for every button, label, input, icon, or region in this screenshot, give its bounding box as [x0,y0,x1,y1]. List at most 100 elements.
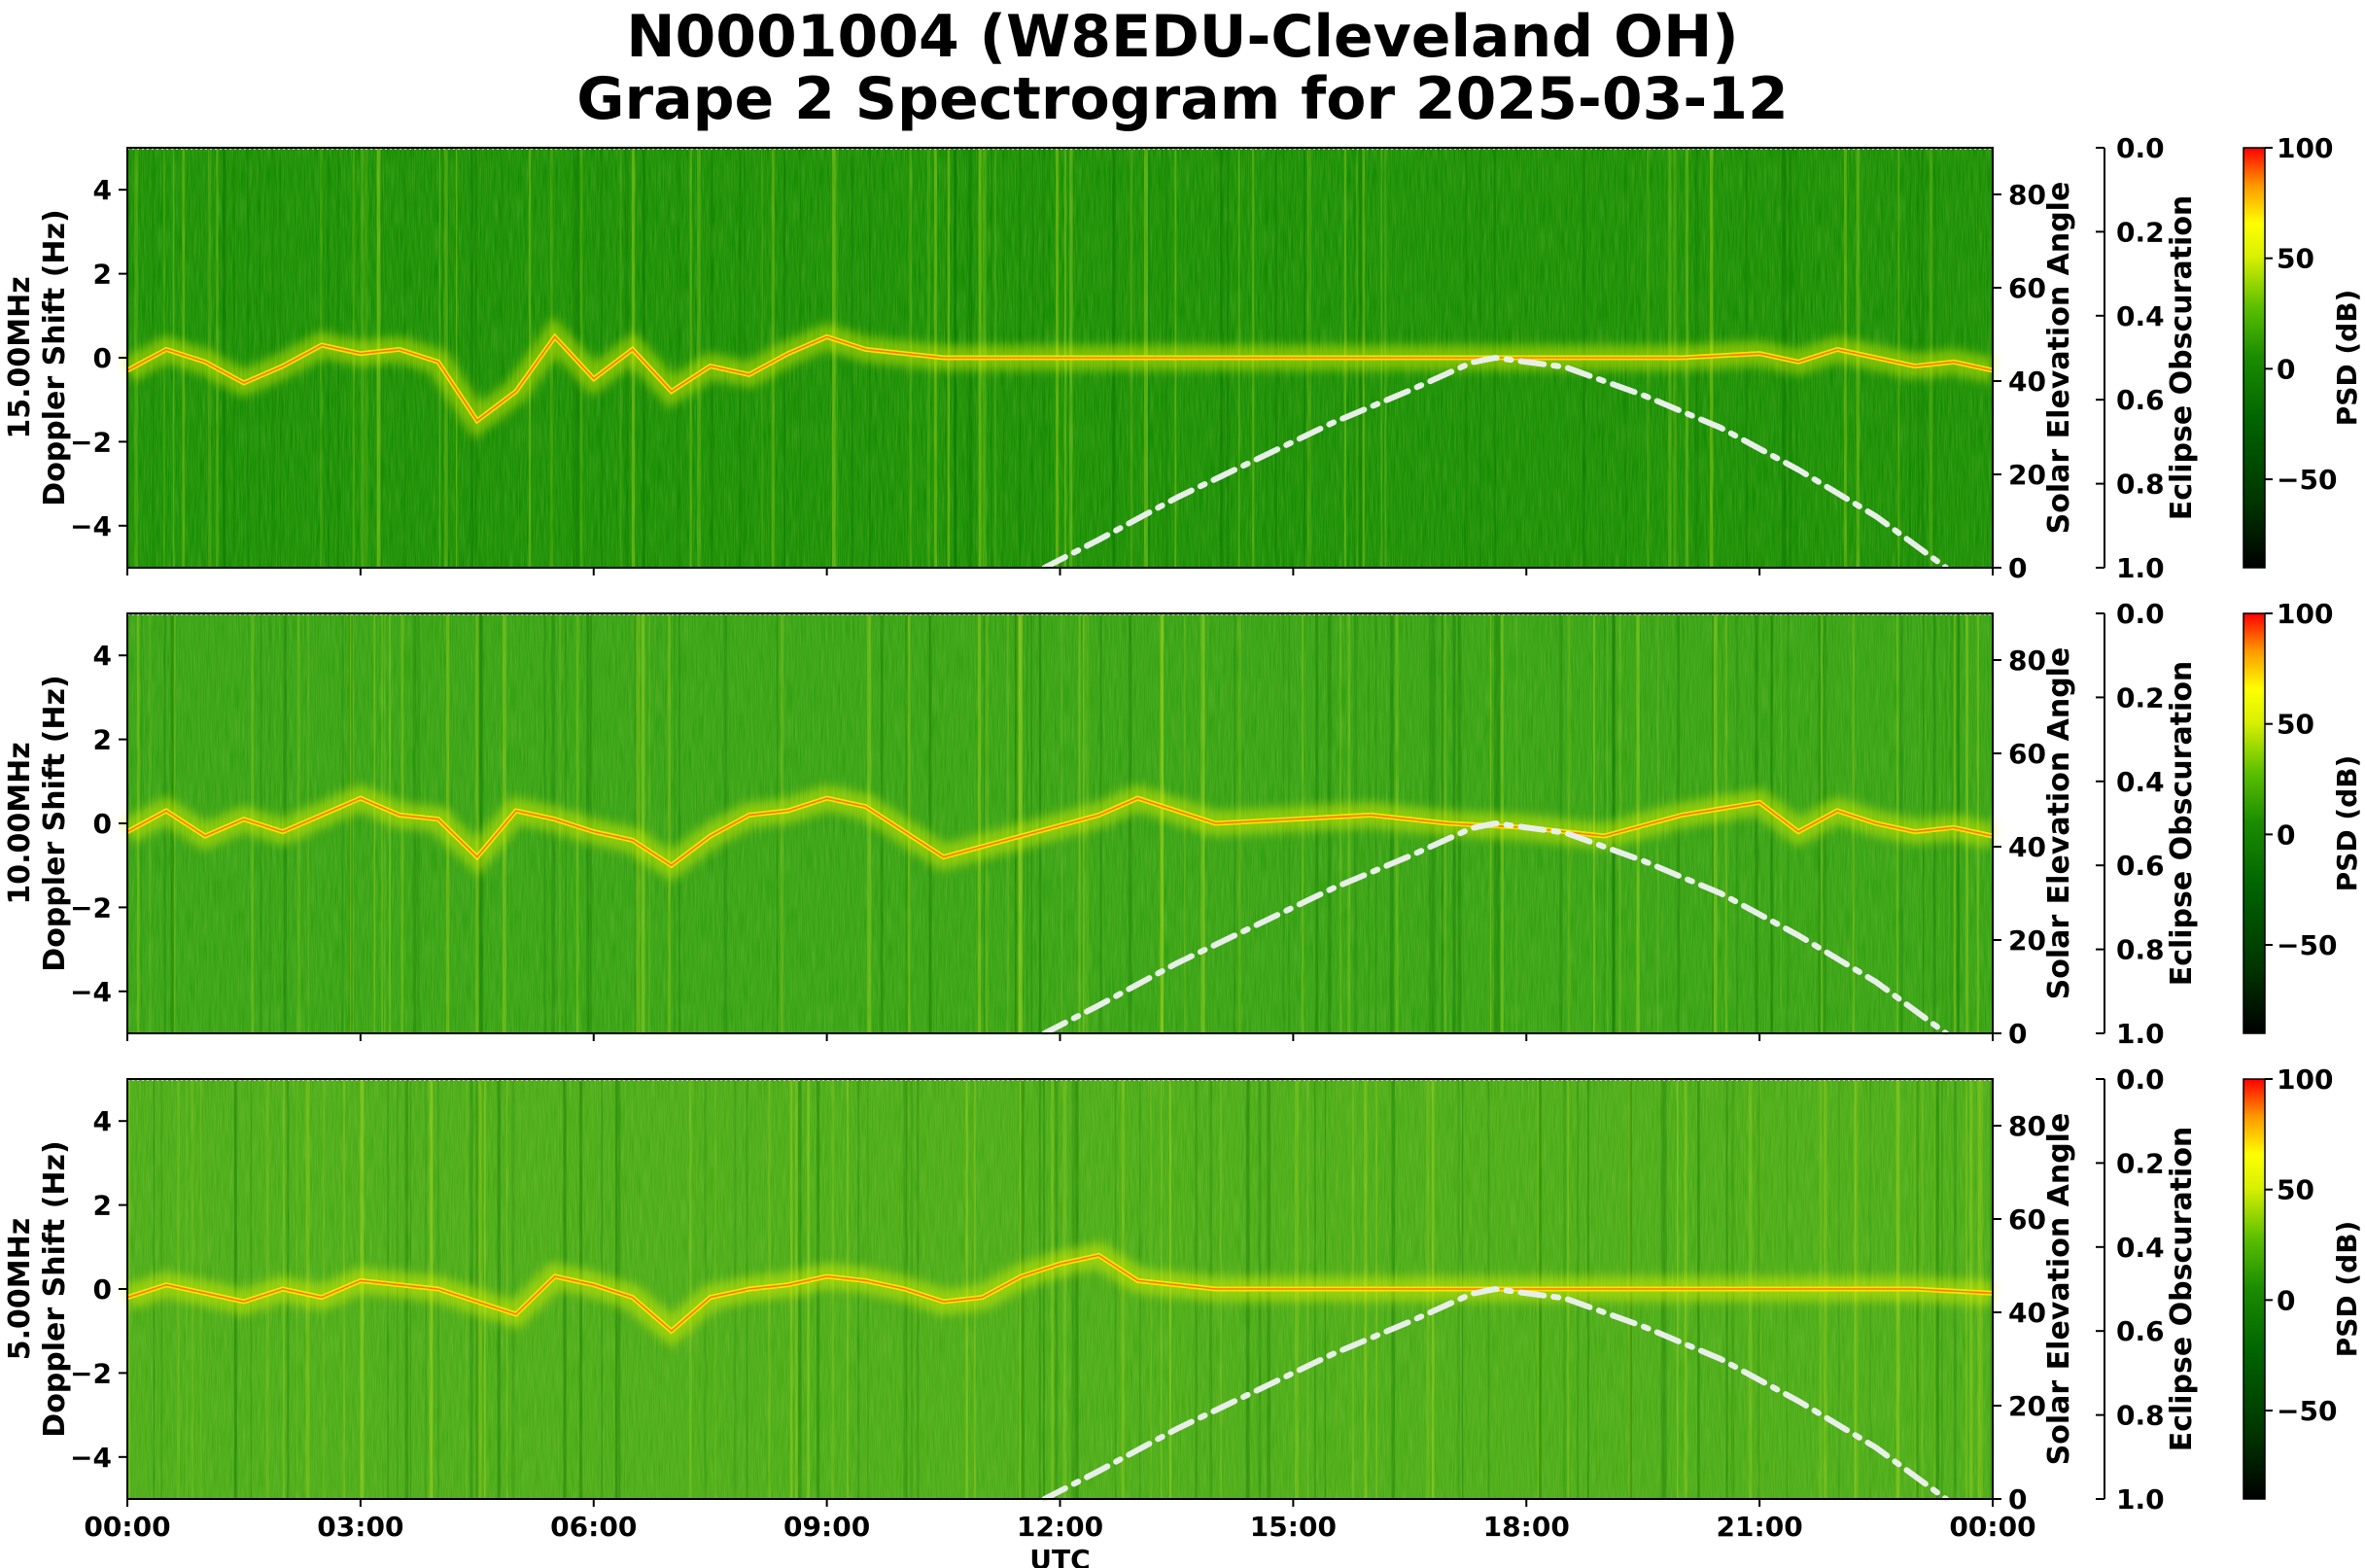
x-axis-label: UTC [1029,1544,1090,1568]
spectral-streak [636,613,638,1033]
colorbar-tick-label: 100 [2277,132,2333,164]
spectral-streak [1160,613,1165,1033]
panel-frequency-label: 10.00MHz [3,742,37,904]
spectral-streak [351,613,353,1033]
spectral-streak [1121,1079,1125,1499]
obscuration-tick-label: 1.0 [2116,1483,2165,1516]
y-axis-label: Doppler Shift (Hz) [38,1140,72,1437]
colorbar-tick-label: −50 [2277,464,2337,496]
obscuration-axis-label: Eclipse Obscuration [2165,195,2199,521]
obscuration-tick-label: 0.2 [2116,681,2165,714]
elevation-tick-label: 40 [2008,831,2046,863]
spectral-streak [456,148,458,568]
spectral-streak [478,613,483,1033]
spectral-streak [641,613,645,1033]
spectral-streak [1071,1079,1075,1499]
spectral-streak [832,148,836,568]
obscuration-axis-label: Eclipse Obscuration [2165,661,2199,987]
colorbar-tick-label: 50 [2277,1174,2314,1206]
y-tick-label: 4 [93,640,112,672]
y-tick-label: 0 [93,1273,112,1306]
spectral-streak [501,148,504,568]
spectral-streak [634,613,639,1033]
colorbar-tick-label: 50 [2277,243,2314,275]
spectral-streak [383,613,386,1033]
elevation-axis-label: Solar Elevation Angle [2042,1113,2076,1466]
spectral-streak [836,148,838,568]
colorbar-label: PSD (dB) [2331,1221,2363,1358]
spectral-streak [1055,1079,1059,1499]
colorbar-label: PSD (dB) [2331,290,2363,427]
spectral-streak [511,1079,515,1499]
spectral-streak [259,148,261,568]
spectral-streak [483,1079,486,1499]
obscuration-tick-label: 1.0 [2116,1018,2165,1050]
elevation-tick-label: 80 [2008,1110,2046,1142]
spectral-streak [350,613,354,1033]
obscuration-tick-label: 0.0 [2116,598,2165,630]
spectral-streak [1713,613,1718,1033]
y-tick-label: −2 [70,1357,112,1389]
obscuration-tick-label: 0.6 [2116,384,2165,416]
elevation-tick-label: 20 [2008,924,2046,957]
spectral-streak [224,148,226,568]
spectral-streak [341,613,344,1033]
obscuration-tick-label: 0.6 [2116,850,2165,882]
spectral-streak [689,148,692,568]
obscuration-tick-label: 0.0 [2116,1063,2165,1096]
obscuration-tick-label: 0.8 [2116,934,2165,966]
y-tick-label: 4 [93,174,112,206]
x-tick-label: 12:00 [1017,1511,1103,1543]
panel-1: 420−2−410.00MHz Doppler Shift (Hz)8060402… [3,598,2363,1050]
obscuration-axis-label: Eclipse Obscuration [2165,1127,2199,1452]
x-tick-label: 18:00 [1483,1511,1570,1543]
colorbar-tick-label: 0 [2277,353,2295,385]
colorbar-tick-label: 100 [2277,598,2333,630]
doppler-trace-core [126,797,1994,867]
y-tick-label: 0 [93,808,112,840]
y-tick-label: 4 [93,1105,112,1137]
spectral-streak [929,613,931,1033]
spectral-streak [697,148,701,568]
spectral-streak [1016,613,1020,1033]
spectral-streak [648,613,650,1033]
y-tick-label: 0 [93,342,112,374]
solar-elevation-curve [1041,819,1949,1036]
spectral-streak [1038,1079,1041,1499]
elevation-tick-label: 20 [2008,1390,2046,1422]
colorbar [2243,147,2266,569]
y-tick-label: 2 [93,724,112,756]
spectral-streak [928,613,932,1033]
solar-elevation-curve [1041,1285,1949,1502]
spectral-streak [677,148,681,568]
spectral-streak [978,613,981,1033]
spectral-streak [1755,613,1758,1033]
spectral-streak [1051,1079,1054,1499]
spectral-streak [1062,1079,1067,1499]
spectral-streak [1735,613,1739,1033]
colorbar-tick-label: −50 [2277,929,2337,961]
obscuration-tick-label: 0.2 [2116,216,2165,248]
y-tick-label: −4 [70,1442,112,1474]
spectral-streak [689,1079,692,1499]
spectral-streak [1712,613,1714,1033]
spectral-streak [668,613,671,1033]
spectral-streak [1724,613,1728,1033]
y-tick-label: −4 [70,510,112,542]
spectral-streak [1128,613,1132,1033]
elevation-tick-label: 40 [2008,1297,2046,1329]
spectral-streak [477,1079,482,1499]
obscuration-tick-label: 0.8 [2116,469,2165,501]
colorbar-tick-label: −50 [2277,1395,2337,1427]
spectral-streak [1161,613,1164,1033]
elevation-tick-label: 40 [2008,366,2046,398]
x-tick-label: 00:00 [1949,1511,2035,1543]
spectral-streak [381,613,384,1033]
elevation-tick-label: 60 [2008,272,2046,304]
x-tick-label: 21:00 [1717,1511,1803,1543]
spectral-streak [1006,613,1010,1033]
solar-elevation-curve [1041,354,1949,571]
spectral-streak [474,148,477,568]
spectral-streak [475,613,479,1033]
spectral-streak [983,613,986,1033]
